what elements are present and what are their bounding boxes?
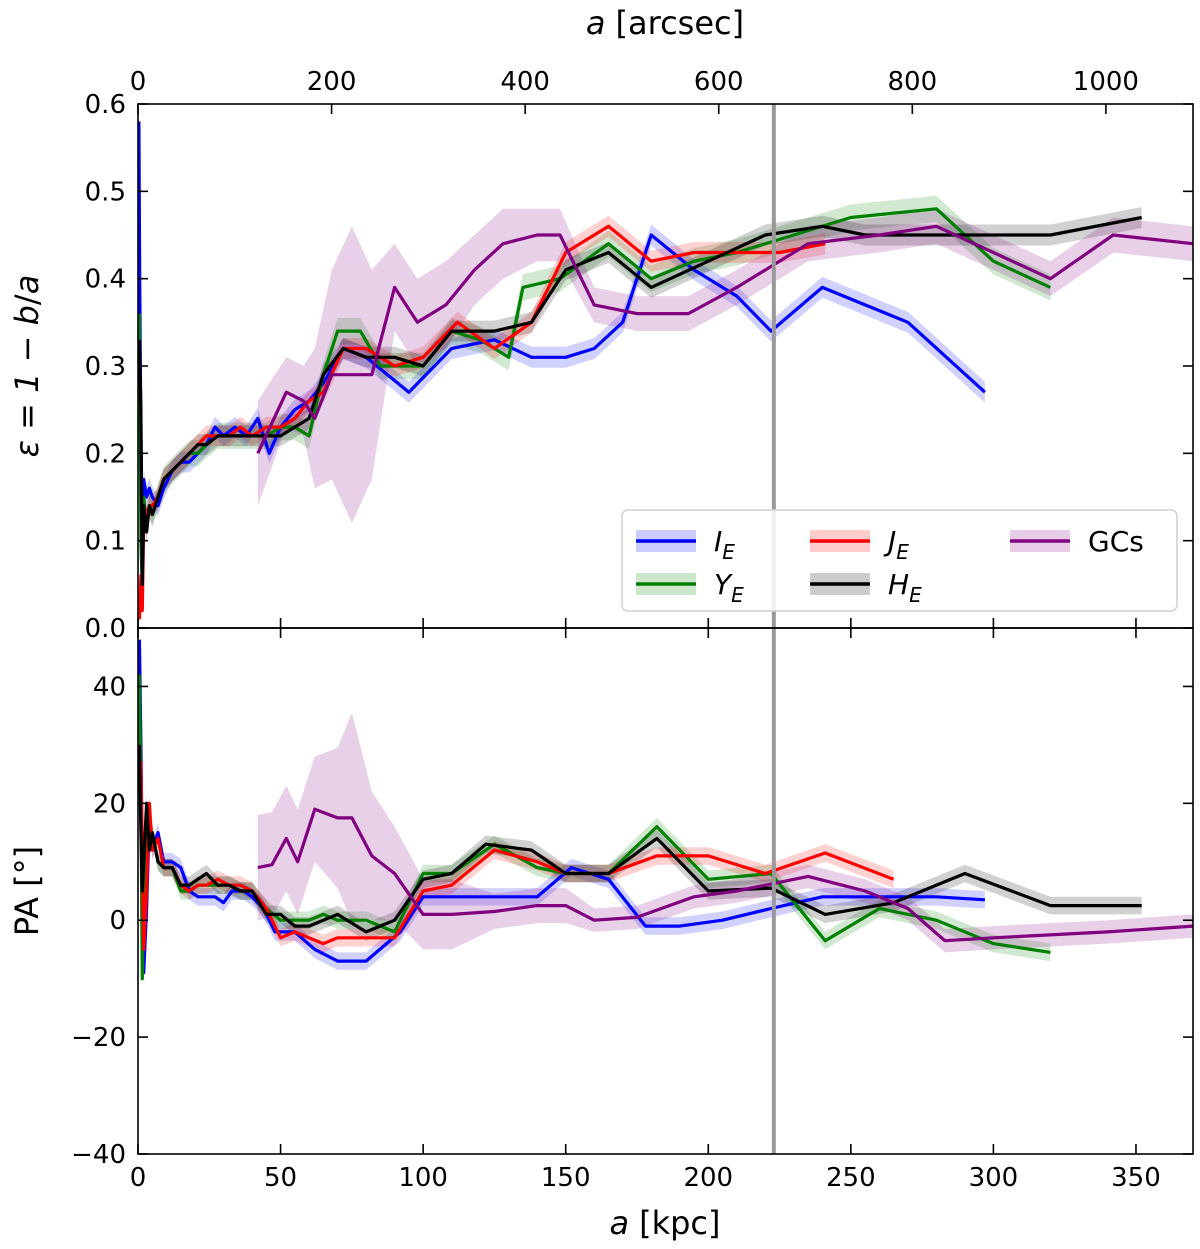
band-ellipticity-J_E [139, 215, 826, 628]
top-x-axis-label: a [arcsec] [586, 4, 744, 42]
legend-label-H_E: HE [888, 568, 922, 607]
band-pa-GCs [257, 712, 1193, 953]
y-tick-label: 0.4 [85, 265, 126, 295]
bottom-panel-frame [137, 627, 1194, 1155]
y-tick-label: 0.5 [85, 177, 126, 207]
y-tick-label: 0.6 [85, 90, 126, 120]
y-tick-label: −40 [71, 1140, 126, 1170]
x-label-unit: [kpc] [639, 1204, 720, 1242]
top-x-tick-label: 1000 [1073, 67, 1139, 97]
x-tick-label: 200 [683, 1163, 733, 1193]
x-tick-label: 150 [541, 1163, 591, 1193]
legend-label-GCs: GCs [1088, 525, 1144, 558]
pa-y-label: PA [°] [8, 846, 46, 936]
top-x-tick-label: 0 [130, 67, 147, 97]
band-ellipticity-H_E [139, 207, 1142, 595]
x-tick-label: 50 [264, 1163, 297, 1193]
y-tick-label: 0.3 [85, 352, 126, 382]
line-ellipticity-I_E [138, 121, 986, 525]
legend-label-I_E: IE [714, 525, 735, 564]
top-x-tick-label: 800 [887, 67, 937, 97]
top-x-tick-label: 200 [307, 67, 357, 97]
x-label-var: a [609, 1204, 629, 1242]
band-ellipticity-GCs [257, 208, 1193, 524]
y-tick-label: 0 [109, 906, 126, 936]
ylabel-slash: / [8, 294, 46, 305]
line-ellipticity-GCs [256, 224, 1193, 454]
ylabel-b: b [8, 305, 46, 325]
y-tick-label: 40 [93, 672, 126, 702]
top-x-label-var: a [586, 4, 606, 42]
x-tick-label: 300 [969, 1163, 1019, 1193]
ylabel-eps: ε = 1 − [8, 325, 46, 457]
x-tick-label: 100 [398, 1163, 448, 1193]
y-tick-label: 0.2 [85, 439, 126, 469]
legend-label-Y_E: YE [714, 568, 744, 607]
line-ellipticity-J_E [138, 224, 826, 620]
line-ellipticity-H_E [138, 215, 1143, 586]
top-x-label-unit: [arcsec] [616, 4, 745, 42]
x-tick-label: 250 [826, 1163, 876, 1193]
line-pa-GCs [257, 807, 1193, 943]
top-x-tick-label: 400 [500, 67, 550, 97]
ellipticity-y-label: ε = 1 − b/a [8, 275, 46, 458]
x-tick-label: 0 [130, 1163, 147, 1193]
x-axis-label: a [kpc] [609, 1204, 720, 1242]
top-x-tick-label: 600 [694, 67, 744, 97]
y-tick-label: 20 [93, 789, 126, 819]
line-pa-H_E [138, 744, 1142, 934]
y-tick-label: 0.0 [85, 614, 126, 644]
y-tick-label: −20 [71, 1023, 126, 1053]
ylabel-a: a [8, 275, 46, 295]
x-tick-label: 350 [1111, 1163, 1161, 1193]
ellipticity-lines [138, 121, 1193, 620]
y-tick-label: 0.1 [85, 527, 126, 557]
pa-lines [138, 639, 1193, 981]
legend-box [621, 509, 1178, 612]
